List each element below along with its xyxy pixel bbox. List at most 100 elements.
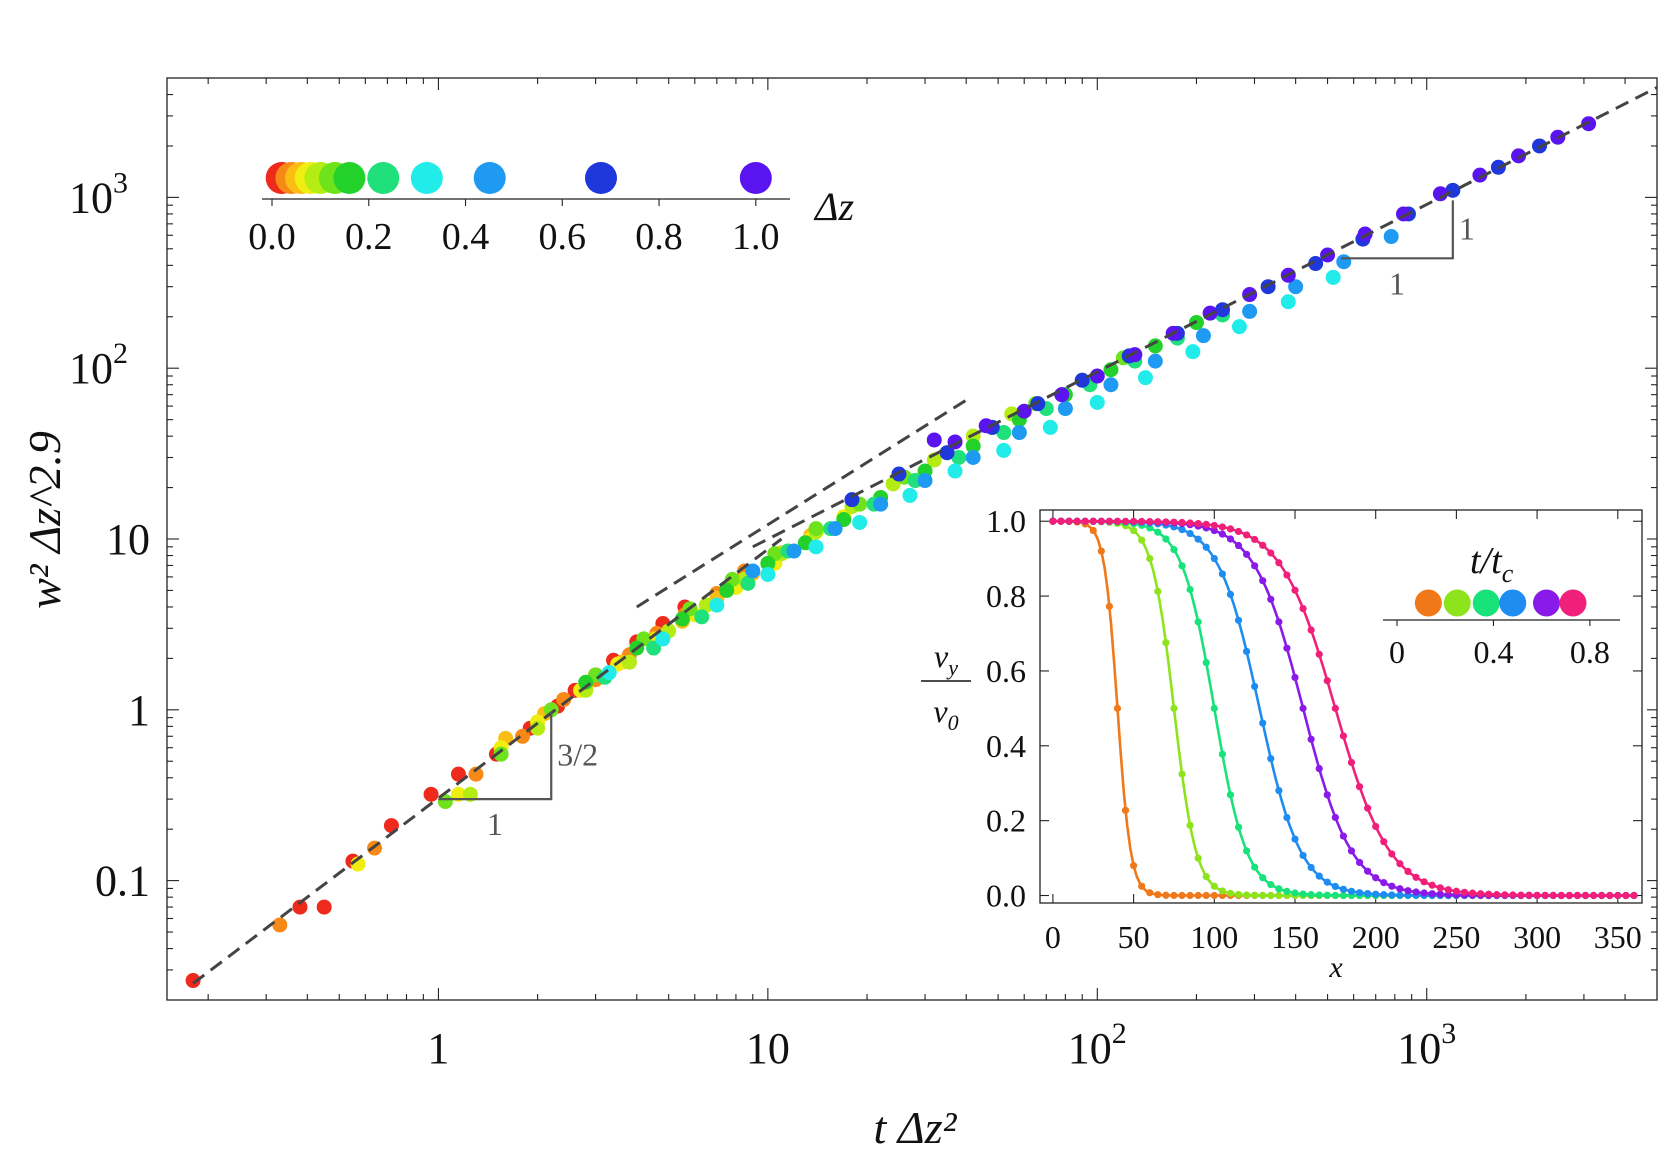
inset-data-point <box>1251 562 1259 570</box>
data-point <box>1231 319 1247 335</box>
inset-data-point <box>1194 535 1202 543</box>
inset-axis-ticks: 0 50 100 150 200 250 300 350 0.0 0.2 0.4 0.6 0.8 1.0 <box>986 503 1642 955</box>
inset-data-point <box>1388 882 1396 890</box>
data-point <box>1147 338 1163 354</box>
inset-data-point <box>1372 822 1380 831</box>
inset-curve-t0.73 <box>1049 517 1638 900</box>
inset-data-point <box>1210 704 1218 712</box>
data-point <box>1432 186 1448 202</box>
data-point <box>1127 347 1143 363</box>
inset-data-point <box>1291 835 1299 843</box>
inset-legend-title: t/tc <box>1470 540 1514 588</box>
inset-data-point <box>1065 517 1073 525</box>
inset-data-point <box>1275 891 1283 900</box>
inset-data-point <box>1242 891 1251 899</box>
data-point <box>951 450 967 466</box>
dz-legend-tick-label: 0.6 <box>539 216 587 258</box>
inset-data-point <box>1436 884 1444 892</box>
inset-data-point <box>1178 891 1186 900</box>
inset-data-point <box>1194 854 1202 862</box>
inset-data-point <box>1073 517 1081 525</box>
inset-data-point <box>1105 517 1113 525</box>
inset-data-point <box>1355 783 1364 791</box>
dz-legend: Δz 0.0 0.2 0.4 0.6 0.8 1.0 <box>248 162 854 258</box>
x-tick-label: 1 <box>427 1024 449 1073</box>
inset-data-point <box>1468 889 1477 897</box>
data-point <box>468 766 484 782</box>
dz-legend-tick-label: 0.0 <box>248 216 296 258</box>
data-point <box>965 438 981 454</box>
inset-data-point <box>1428 881 1436 889</box>
inset-data-point <box>1283 887 1291 896</box>
inset-data-point <box>1307 626 1315 634</box>
fit-line <box>752 86 1658 549</box>
inset-data-point <box>1275 618 1283 626</box>
inset-data-point <box>1444 886 1452 894</box>
inset-data-point <box>1178 526 1186 534</box>
inset-data-point <box>1218 750 1226 758</box>
inset-data-point <box>1186 585 1194 594</box>
triangle-1 <box>1341 200 1454 260</box>
series-dz-0.23 <box>597 307 1231 685</box>
data-point <box>1042 419 1058 435</box>
inset-data-point <box>1614 891 1622 900</box>
inset-x-tick-label: 100 <box>1190 919 1238 955</box>
inset-data-point <box>1162 535 1170 543</box>
inset-data-point <box>1299 604 1307 613</box>
inset-data-point <box>1202 873 1210 881</box>
x-axis-label: t Δz² <box>874 1102 958 1153</box>
slope-rise-label: 3/2 <box>557 736 598 772</box>
inset-data-point <box>1194 519 1202 528</box>
inset-data-point <box>1396 891 1404 899</box>
inset-data-point <box>1234 890 1243 899</box>
inset-data-point <box>1420 878 1428 886</box>
inset-data-point <box>1380 879 1388 887</box>
data-point <box>719 582 735 598</box>
inset-data-point <box>1299 890 1307 898</box>
data-point <box>873 496 889 512</box>
inset-legend-tick-label: 0 <box>1389 634 1405 670</box>
main-fit-lines <box>192 86 1658 985</box>
triangle-3-2 <box>438 711 553 801</box>
inset-data-point <box>1089 517 1097 525</box>
inset-data-point <box>1396 885 1404 893</box>
data-point <box>709 597 725 613</box>
inset-data-point <box>1218 570 1226 578</box>
inset-data-point <box>1598 891 1606 900</box>
inset-x-label: x <box>1328 951 1343 984</box>
inset-data-point <box>1210 526 1218 535</box>
inset-data-point <box>1259 719 1267 727</box>
inset-data-point <box>1339 832 1348 840</box>
inset-data-point <box>1323 791 1331 799</box>
inset-data-point <box>1501 891 1509 899</box>
inset-data-point <box>1218 523 1226 531</box>
inset-data-point <box>1549 891 1557 899</box>
inset-data-point <box>1218 887 1226 895</box>
data-point <box>698 597 714 613</box>
inset-y-label: vy v0 <box>921 638 971 735</box>
data-point <box>996 425 1012 441</box>
inset-data-point <box>1162 639 1170 647</box>
inset-data-point <box>1113 517 1122 525</box>
inset-legend-swatch <box>1472 589 1500 617</box>
inset-data-point <box>1113 704 1122 712</box>
inset-data-point <box>1541 891 1549 899</box>
dz-legend-tick-label: 0.2 <box>345 216 393 258</box>
data-point <box>852 514 868 530</box>
inset-data-point <box>1436 890 1444 898</box>
inset-data-point <box>1170 546 1178 554</box>
inset-data-point <box>1202 891 1210 900</box>
inset-data-point <box>1573 891 1582 900</box>
inset-data-point <box>1242 647 1251 656</box>
inset-data-point <box>1606 891 1614 900</box>
data-point <box>185 973 201 989</box>
inset-data-point <box>1581 891 1590 900</box>
inset-data-point <box>1259 577 1267 585</box>
inset-data-point <box>1275 559 1283 567</box>
inset-data-point <box>1210 554 1218 563</box>
data-point <box>1280 294 1296 310</box>
inset-data-point <box>1412 873 1420 881</box>
data-point <box>1147 353 1163 369</box>
inset-data-point <box>1493 890 1501 899</box>
